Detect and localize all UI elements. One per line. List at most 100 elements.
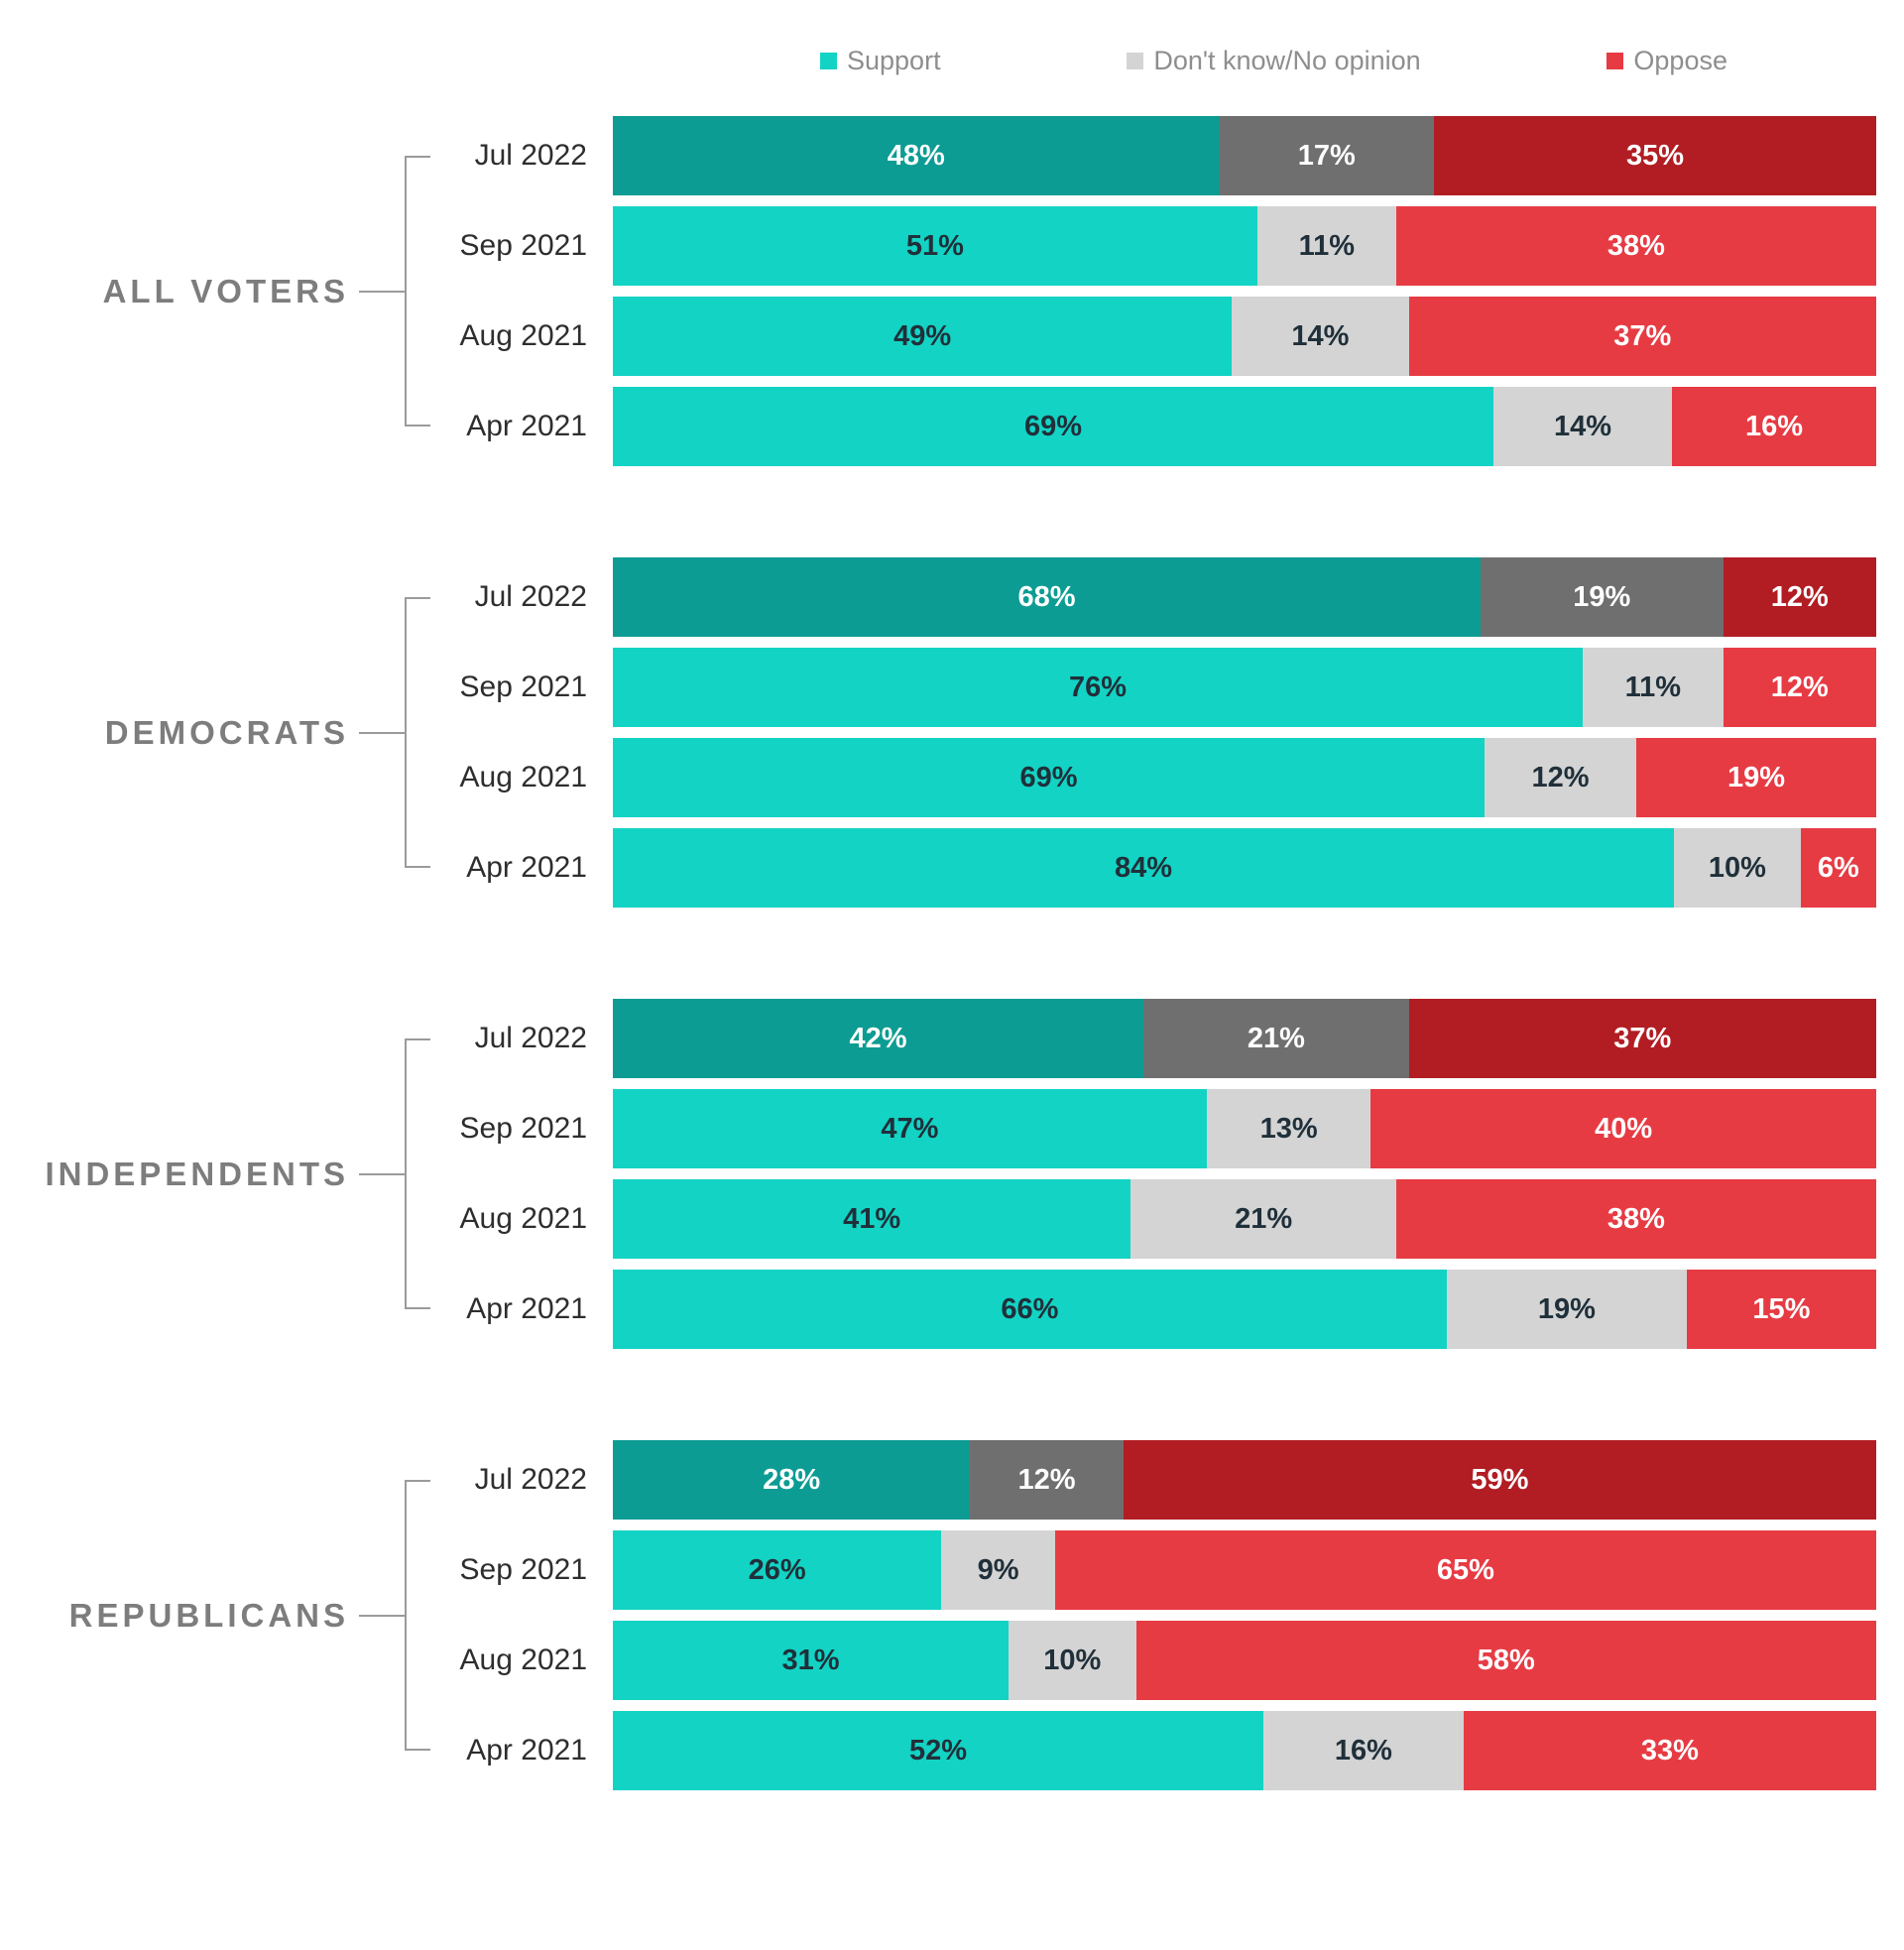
bar-segment-oppose: 19% bbox=[1635, 738, 1876, 817]
chart-row: Sep 2021 51% 11% 38% bbox=[0, 206, 1876, 286]
stacked-bar: 69% 14% 16% bbox=[613, 387, 1876, 466]
bar-value-label: 11% bbox=[1624, 670, 1682, 703]
chart-row: Aug 2021 49% 14% 37% bbox=[0, 297, 1876, 376]
bar-segment-dont-know: 19% bbox=[1446, 1270, 1687, 1349]
bar-segment-support: 69% bbox=[613, 738, 1486, 817]
group-bracket-tick bbox=[359, 290, 405, 293]
bar-value-label: 19% bbox=[1726, 761, 1785, 793]
bar-value-label: 6% bbox=[1817, 851, 1859, 884]
bar-segment-dont-know: 9% bbox=[941, 1530, 1055, 1610]
bar-value-label: 13% bbox=[1259, 1112, 1318, 1145]
stacked-bar: 49% 14% 37% bbox=[613, 297, 1876, 376]
bar-segment-oppose: 38% bbox=[1395, 1179, 1877, 1259]
bar-segment-dont-know: 12% bbox=[1485, 738, 1636, 817]
bar-value-label: 35% bbox=[1626, 139, 1685, 172]
stacked-bar: 48% 17% 35% bbox=[613, 116, 1876, 195]
bar-value-label: 21% bbox=[1247, 1022, 1305, 1054]
bar-value-label: 10% bbox=[1708, 851, 1766, 884]
bar-value-label: 41% bbox=[843, 1202, 901, 1235]
chart-row: Apr 2021 84% 10% 6% bbox=[0, 828, 1876, 908]
bar-value-label: 47% bbox=[881, 1112, 939, 1145]
chart-row: Aug 2021 41% 21% 38% bbox=[0, 1179, 1877, 1259]
chart-row: Sep 2021 47% 13% 40% bbox=[0, 1089, 1876, 1168]
voter-group-independents: INDEPENDENTS Jul 2022 42% 21% 37% Sep 2021 47%… bbox=[0, 999, 1904, 1349]
bar-segment-support: 69% bbox=[613, 387, 1493, 466]
row-date-label: Apr 2021 bbox=[466, 1734, 587, 1767]
bar-value-label: 19% bbox=[1537, 1292, 1596, 1325]
bar-value-label: 66% bbox=[1001, 1292, 1059, 1325]
bar-segment-oppose: 6% bbox=[1800, 828, 1876, 908]
bar-value-label: 52% bbox=[908, 1734, 967, 1767]
bar-value-label: 76% bbox=[1068, 670, 1128, 703]
bar-segment-oppose: 59% bbox=[1123, 1440, 1876, 1520]
bar-segment-oppose: 12% bbox=[1723, 648, 1876, 727]
group-bracket-tick bbox=[359, 1614, 405, 1617]
stacked-bar: 42% 21% 37% bbox=[613, 999, 1876, 1078]
bar-segment-oppose: 37% bbox=[1408, 999, 1876, 1078]
chart-row: Aug 2021 69% 12% 19% bbox=[0, 738, 1876, 817]
bar-value-label: 69% bbox=[1019, 761, 1078, 793]
bar-segment-oppose: 38% bbox=[1395, 206, 1876, 286]
bar-segment-dont-know: 11% bbox=[1583, 648, 1724, 727]
bar-value-label: 59% bbox=[1471, 1463, 1529, 1496]
bar-value-label: 68% bbox=[1017, 580, 1076, 613]
stacked-bar: 51% 11% 38% bbox=[613, 206, 1876, 286]
bar-segment-support: 66% bbox=[613, 1270, 1447, 1349]
stacked-bar: 26% 9% 65% bbox=[613, 1530, 1876, 1610]
row-date-label: Jul 2022 bbox=[474, 139, 587, 172]
row-date-label: Sep 2021 bbox=[459, 670, 587, 703]
poll-results-chart: Support Don't know/No opinion Oppose ALL V… bbox=[0, 46, 1904, 1790]
chart-row: Jul 2022 68% 19% 12% bbox=[0, 557, 1876, 637]
bar-value-label: 49% bbox=[893, 319, 952, 352]
bar-segment-dont-know: 10% bbox=[1008, 1621, 1136, 1700]
chart-row: Jul 2022 28% 12% 59% bbox=[0, 1440, 1876, 1520]
bar-segment-dont-know: 11% bbox=[1256, 206, 1396, 286]
bar-segment-support: 48% bbox=[613, 116, 1220, 195]
bar-segment-oppose: 37% bbox=[1408, 297, 1876, 376]
bar-value-label: 31% bbox=[781, 1644, 840, 1676]
chart-legend: Support Don't know/No opinion Oppose bbox=[637, 46, 1876, 76]
bar-segment-support: 76% bbox=[613, 648, 1584, 727]
bar-value-label: 37% bbox=[1613, 1022, 1672, 1054]
bar-value-label: 38% bbox=[1606, 1202, 1665, 1235]
bar-value-label: 11% bbox=[1298, 229, 1356, 262]
group-bracket bbox=[405, 597, 430, 868]
bar-segment-support: 47% bbox=[613, 1089, 1207, 1168]
legend-label-dont-know: Don't know/No opinion bbox=[1153, 46, 1421, 75]
bar-segment-dont-know: 21% bbox=[1143, 999, 1409, 1078]
bar-segment-support: 49% bbox=[613, 297, 1233, 376]
chart-row: Jul 2022 42% 21% 37% bbox=[0, 999, 1876, 1078]
voter-group-democrats: DEMOCRATS Jul 2022 68% 19% 12% Sep 2021 76% 11%… bbox=[0, 557, 1904, 908]
legend-item-dont-know: Don't know/No opinion bbox=[1127, 46, 1421, 76]
stacked-bar: 52% 16% 33% bbox=[613, 1711, 1876, 1790]
bar-segment-dont-know: 19% bbox=[1481, 557, 1724, 637]
bar-segment-support: 28% bbox=[613, 1440, 971, 1520]
row-date-label: Sep 2021 bbox=[459, 1553, 587, 1586]
legend-label-support: Support bbox=[847, 46, 941, 75]
bar-segment-dont-know: 14% bbox=[1492, 387, 1673, 466]
bar-value-label: 10% bbox=[1043, 1644, 1102, 1676]
stacked-bar: 84% 10% 6% bbox=[613, 828, 1876, 908]
bar-value-label: 14% bbox=[1291, 319, 1350, 352]
row-date-label: Aug 2021 bbox=[459, 1644, 587, 1676]
bar-value-label: 84% bbox=[1115, 851, 1173, 884]
legend-swatch-dont-know bbox=[1127, 53, 1144, 69]
bar-segment-dont-know: 16% bbox=[1262, 1711, 1464, 1790]
bar-value-label: 69% bbox=[1023, 410, 1082, 442]
bar-segment-dont-know: 13% bbox=[1206, 1089, 1371, 1168]
bar-value-label: 26% bbox=[748, 1553, 806, 1586]
row-date-label: Sep 2021 bbox=[459, 1112, 587, 1145]
bar-segment-support: 68% bbox=[613, 557, 1482, 637]
group-label: INDEPENDENTS bbox=[45, 1155, 349, 1192]
group-bracket-tick bbox=[359, 1172, 405, 1175]
row-date-label: Sep 2021 bbox=[459, 229, 587, 262]
row-date-label: Jul 2022 bbox=[474, 580, 587, 613]
legend-item-support: Support bbox=[820, 46, 941, 76]
bar-value-label: 14% bbox=[1553, 410, 1612, 442]
legend-swatch-support bbox=[820, 53, 837, 69]
bar-segment-oppose: 65% bbox=[1054, 1530, 1876, 1610]
group-label: REPUBLICANS bbox=[68, 1596, 349, 1634]
bar-value-label: 15% bbox=[1752, 1292, 1811, 1325]
stacked-bar: 76% 11% 12% bbox=[613, 648, 1876, 727]
voter-group-all-voters: ALL VOTERS Jul 2022 48% 17% 35% Sep 2021 51% 11… bbox=[0, 116, 1904, 466]
